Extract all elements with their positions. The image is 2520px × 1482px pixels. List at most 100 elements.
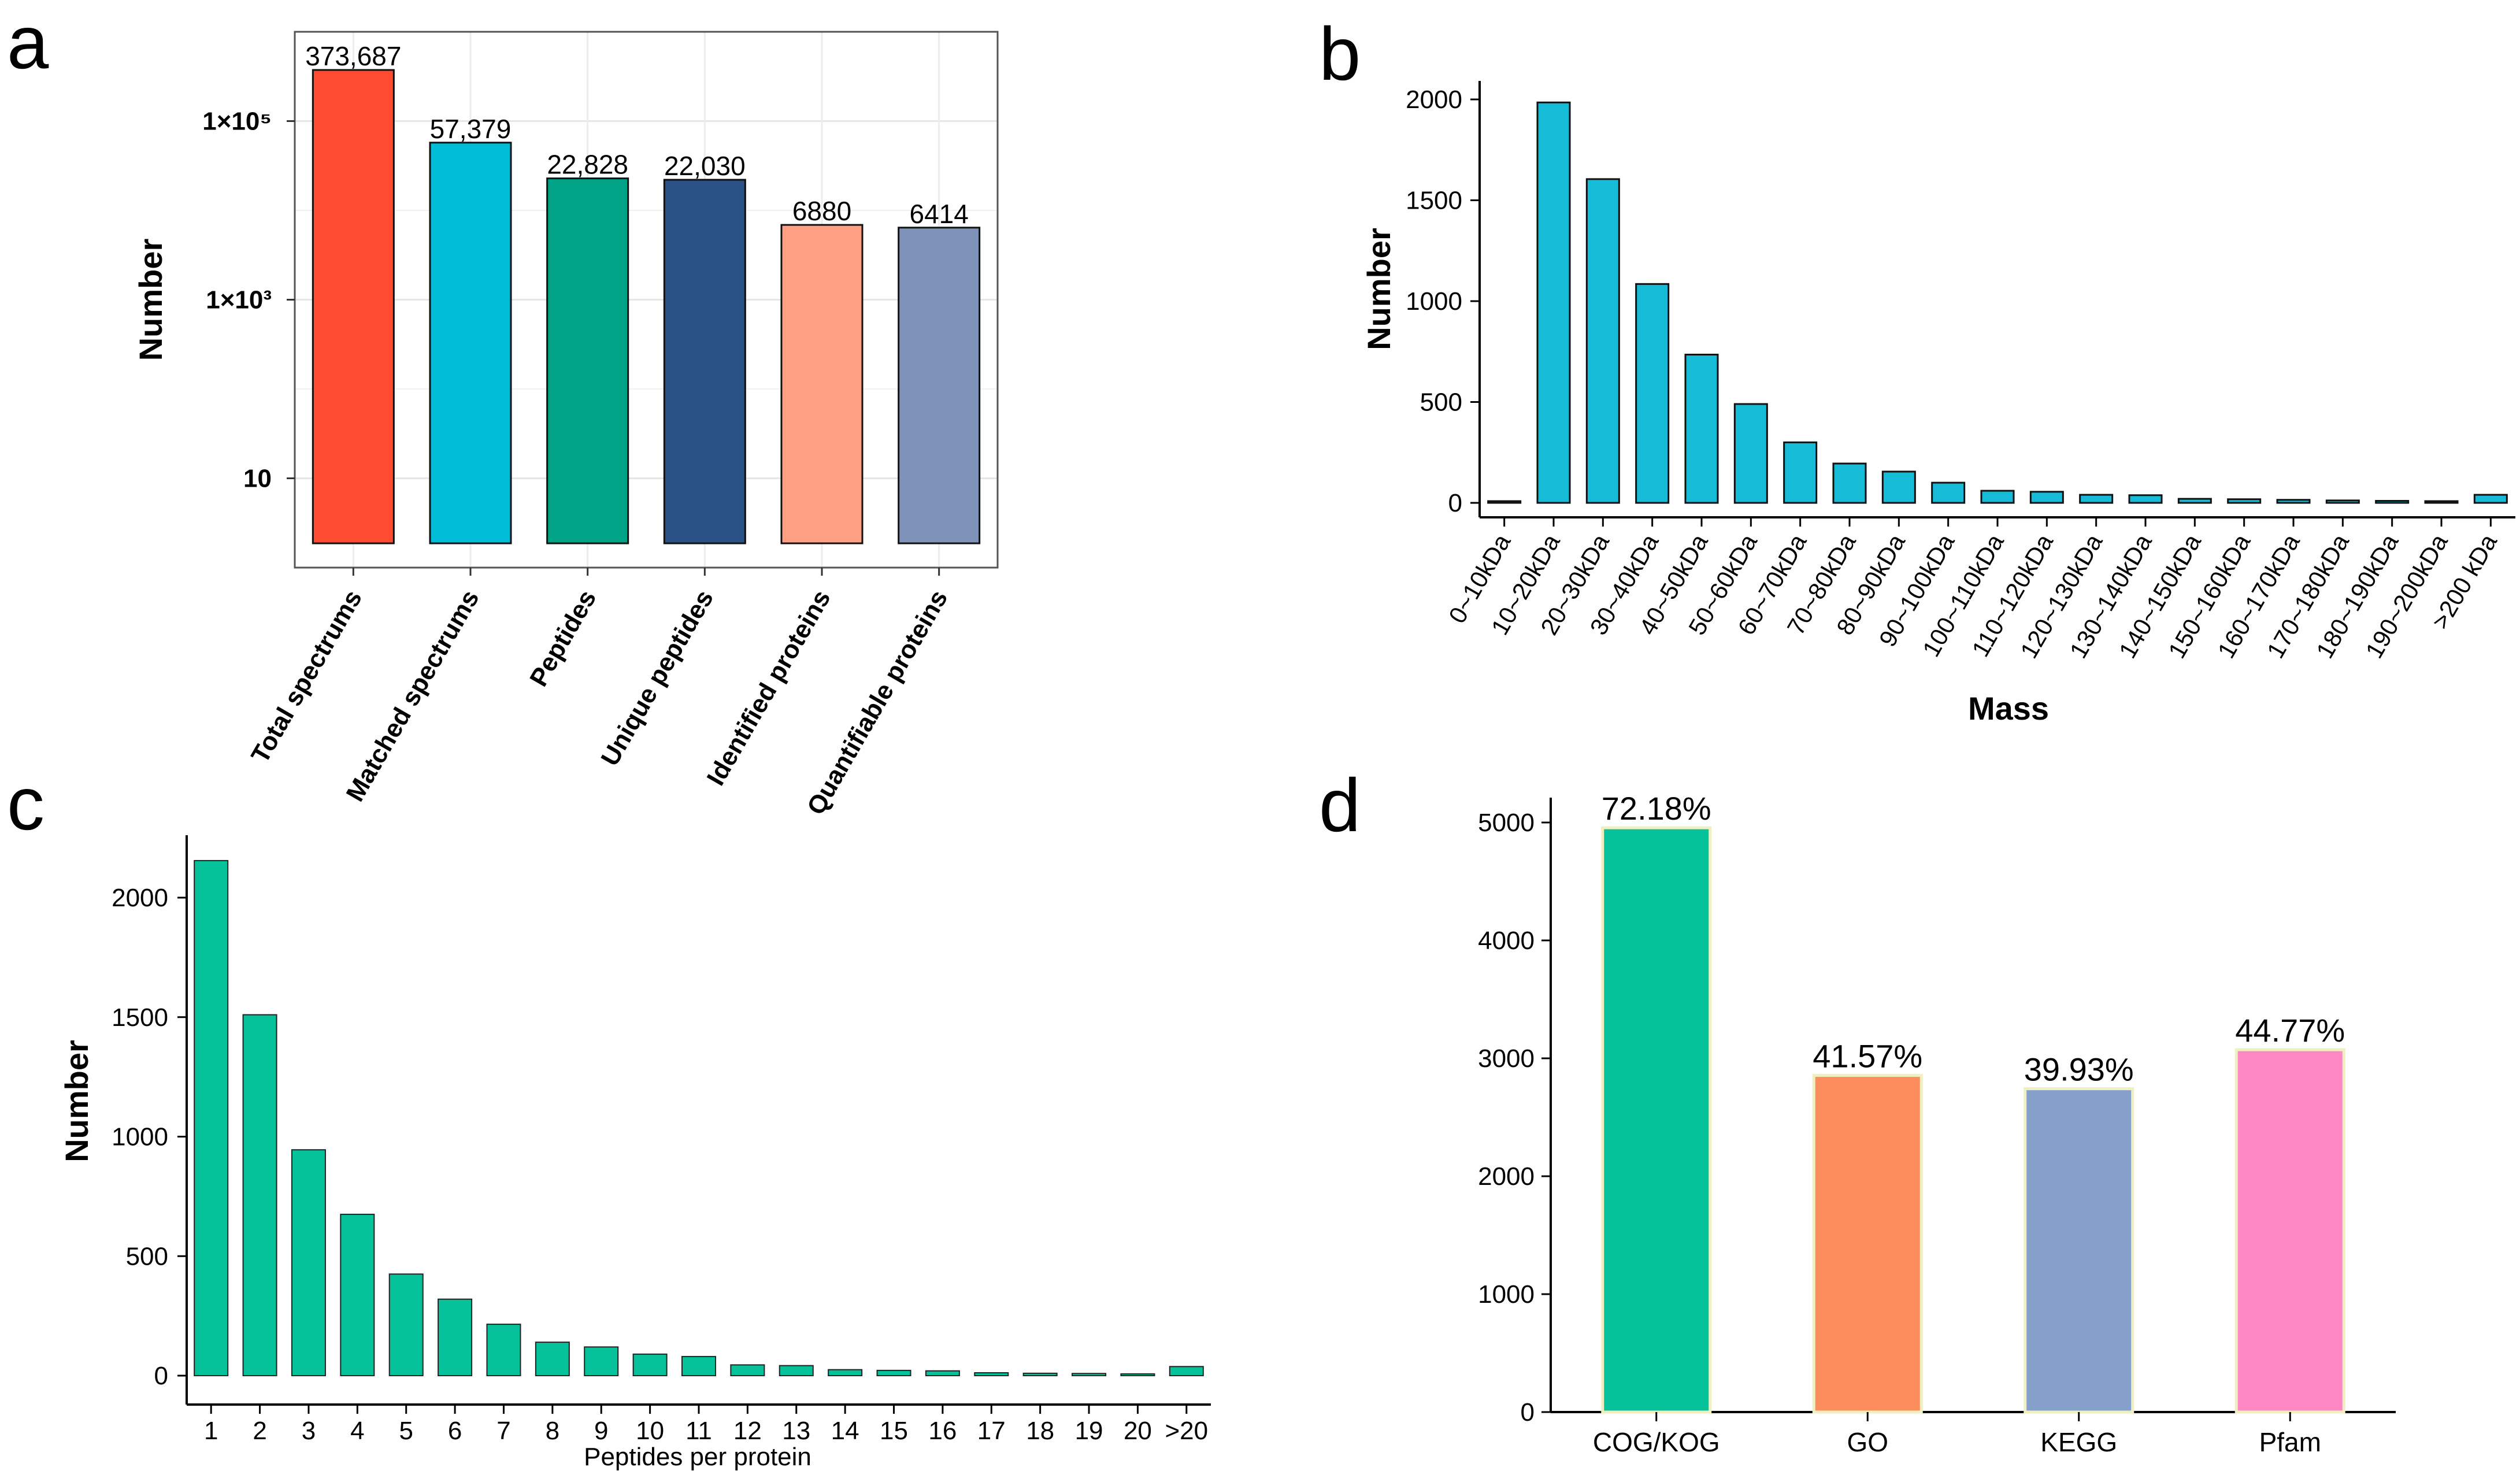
bar-mass — [2276, 499, 2311, 504]
bar-peptides — [876, 1369, 911, 1377]
y-tick-label: 1000 — [1478, 1280, 1535, 1309]
panel-d: d 0 1000 2000 3000 4000 5000 72.18% 41.57% 39.93%… — [1319, 763, 2396, 1457]
bar-mass — [1684, 353, 1719, 504]
y-tick-label: 10 — [243, 465, 272, 493]
bar-mass — [2029, 491, 2064, 504]
x-tick-label: 19 — [1075, 1417, 1103, 1445]
y-tick-label: 1000 — [1406, 287, 1462, 316]
x-tick-label: 6 — [448, 1417, 462, 1445]
bar-total-spectrums — [312, 69, 395, 544]
x-tick-label: GO — [1847, 1427, 1888, 1457]
bar-unique-peptides — [663, 179, 746, 544]
bar-mass — [2227, 498, 2262, 504]
bar-peptides — [779, 1365, 814, 1377]
x-tick-label: 9 — [594, 1417, 608, 1445]
bar-mass — [1881, 470, 1916, 504]
x-tick-label: Matched spectrums — [341, 586, 485, 806]
bar-go — [1812, 1074, 1923, 1414]
bar-kegg — [2024, 1087, 2134, 1414]
y-tick-label: 2000 — [1406, 86, 1462, 114]
y-axis-title: Number — [1361, 228, 1397, 350]
bar-mass — [2079, 494, 2114, 504]
bar-mass — [2128, 494, 2163, 504]
bar-peptides — [1072, 1373, 1107, 1377]
bar-value-label: 39.93% — [2024, 1051, 2134, 1088]
bar-peptides — [546, 177, 629, 544]
bar-mass — [1733, 403, 1768, 504]
bar-mass — [2424, 500, 2459, 504]
bar-peptides — [925, 1370, 960, 1376]
y-tick-label: 4000 — [1478, 927, 1535, 955]
bar-peptides — [242, 1014, 277, 1376]
bar-mass — [1585, 178, 1620, 504]
bar-mass — [1487, 500, 1522, 504]
x-tick-label: 1 — [204, 1417, 218, 1445]
panel-a: a 373,687 57,379 22,828 22,030 6880 6414 10 1×10… — [7, 0, 999, 820]
y-tick-label: 2000 — [112, 884, 168, 912]
y-tick-label: 3000 — [1478, 1044, 1535, 1073]
y-tick-label: 5000 — [1478, 809, 1535, 837]
y-axis-title: Number — [58, 1040, 95, 1162]
bar-mass — [2375, 500, 2410, 504]
x-tick-label: Total spectrums — [246, 586, 368, 768]
y-tick-label: 2000 — [1478, 1162, 1535, 1191]
x-tick-label: 5 — [399, 1417, 413, 1445]
x-tick-label: 3 — [302, 1417, 316, 1445]
x-tick-label: 11 — [685, 1417, 712, 1445]
bar-identified-proteins — [780, 224, 864, 544]
bar-mass — [1635, 283, 1670, 504]
y-tick-label: 500 — [126, 1242, 168, 1270]
bar-peptides — [535, 1342, 570, 1377]
bar-peptides — [194, 859, 229, 1376]
x-tick-label: 16 — [928, 1417, 957, 1445]
x-tick-label: 2 — [253, 1417, 266, 1445]
x-axis-title: Peptides per protein — [584, 1443, 811, 1471]
y-tick-label: 1×10⁵ — [202, 108, 272, 136]
bar-matched-spectrums — [429, 142, 512, 544]
panel-label: d — [1319, 763, 1361, 847]
x-tick-label: Quantifiable proteins — [802, 585, 953, 820]
bar-peptides — [584, 1346, 619, 1376]
x-tick-label: KEGG — [2040, 1427, 2117, 1457]
bar-pfam — [2234, 1048, 2345, 1414]
x-tick-label: 12 — [733, 1417, 762, 1445]
bar-peptides — [730, 1364, 765, 1377]
x-tick-label: 13 — [782, 1417, 810, 1445]
bar-value-label: 57,379 — [430, 114, 512, 144]
x-tick-label: Peptides — [524, 586, 602, 691]
x-tick-label: COG/KOG — [1593, 1427, 1720, 1457]
x-tick-label: 8 — [546, 1417, 559, 1445]
y-tick-label: 1×10³ — [206, 286, 272, 314]
x-tick-label: 7 — [496, 1417, 510, 1445]
bar-mass — [1931, 481, 1966, 504]
bar-mass — [2473, 494, 2508, 504]
bar-mass — [1832, 462, 1867, 504]
bar-peptides — [340, 1213, 375, 1376]
x-tick-label: Identified proteins — [702, 586, 836, 791]
x-tick-label: Unique peptides — [595, 586, 719, 771]
bar-value-label: 72.18% — [1602, 790, 1711, 827]
bar-mass — [2325, 499, 2360, 504]
x-tick-label: 18 — [1026, 1417, 1054, 1445]
bar-peptides — [486, 1324, 521, 1376]
x-tick-label: 14 — [831, 1417, 859, 1445]
x-tick-label: 17 — [977, 1417, 1006, 1445]
bar-value-label: 22,030 — [664, 151, 746, 181]
bar-value-label: 44.77% — [2235, 1012, 2345, 1048]
x-tick-label: 20 — [1124, 1417, 1152, 1445]
bar-value-label: 41.57% — [1813, 1038, 1922, 1075]
x-tick-label: 15 — [880, 1417, 908, 1445]
bar-value-label: 22,828 — [547, 150, 628, 180]
y-tick-label: 1500 — [112, 1003, 168, 1032]
bar-quantifiable-proteins — [898, 227, 981, 544]
y-tick-label: 1000 — [112, 1123, 168, 1151]
x-tick-label: Pfam — [2259, 1427, 2321, 1457]
bar-mass — [1980, 490, 2015, 504]
bar-peptides — [1022, 1372, 1058, 1376]
bar-peptides — [438, 1298, 473, 1376]
bar-peptides — [1169, 1366, 1204, 1377]
y-tick-label: 0 — [1448, 489, 1462, 517]
bar-peptides — [632, 1353, 668, 1376]
y-axis-title: Number — [132, 239, 169, 361]
